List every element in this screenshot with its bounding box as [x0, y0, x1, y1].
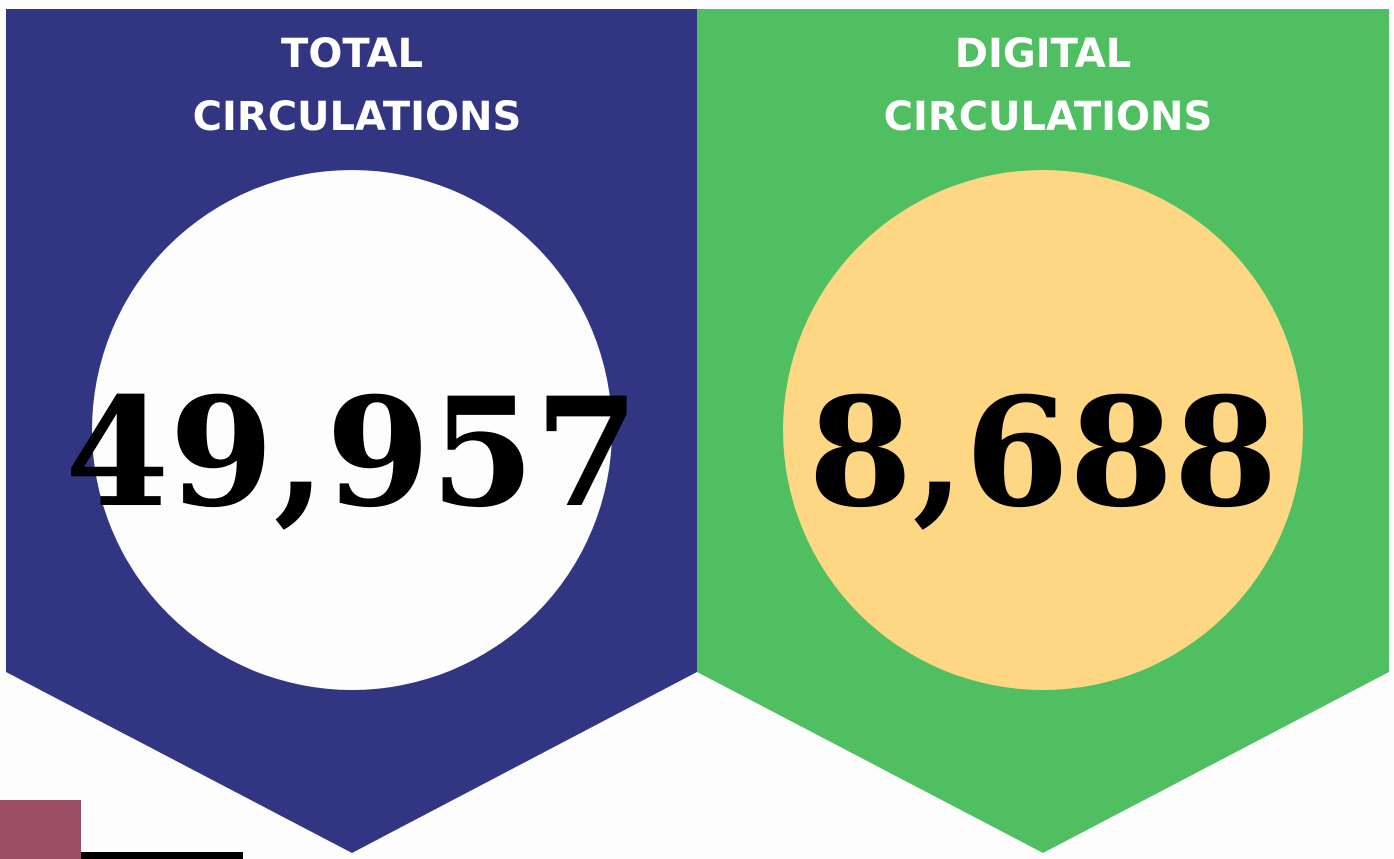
digital-value: 8,688: [808, 365, 1278, 541]
total-circle: [92, 170, 612, 690]
total-title-2: CIRCULATIONS: [193, 94, 522, 140]
decor-bar: [81, 852, 243, 859]
total-title-1: TOTAL: [281, 31, 423, 77]
digital-title-1: DIGITAL: [955, 31, 1131, 77]
decor-square: [0, 800, 81, 859]
total-value: 49,957: [65, 365, 639, 541]
digital-title-2: CIRCULATIONS: [884, 94, 1213, 140]
digital-circle: [783, 170, 1303, 690]
